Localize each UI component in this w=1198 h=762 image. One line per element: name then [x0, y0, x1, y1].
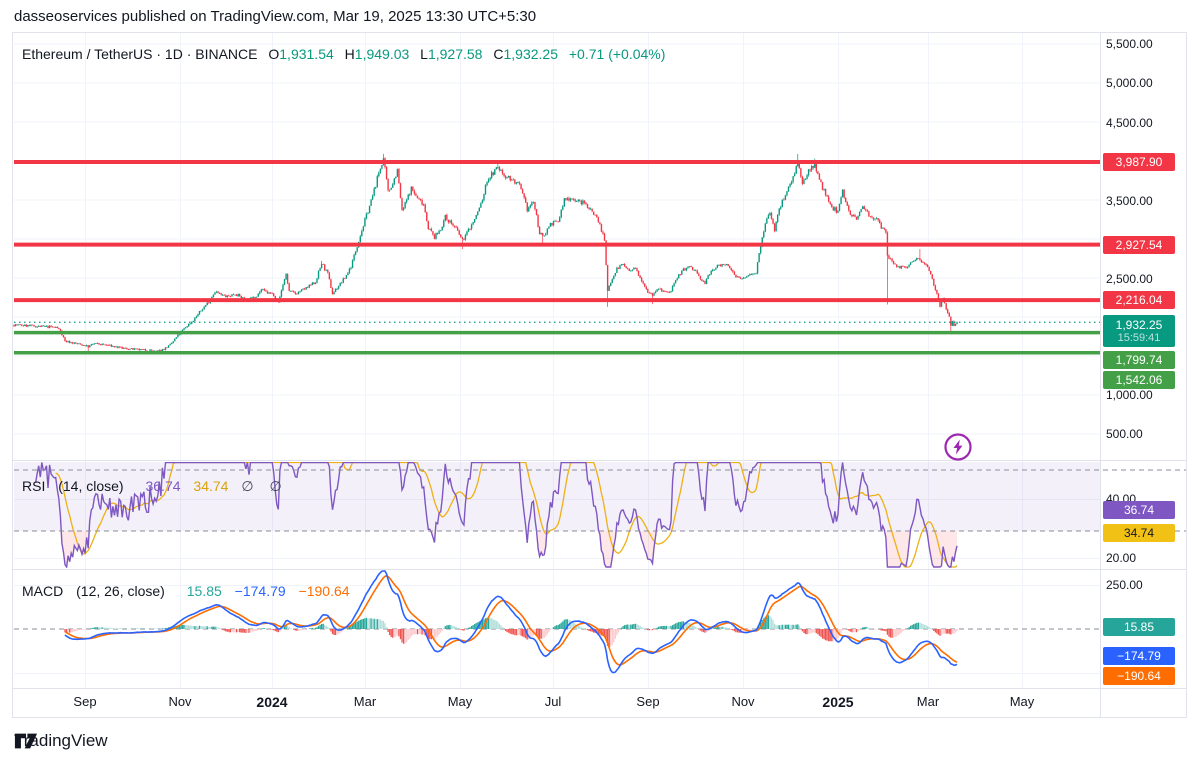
time-tick-mar-3: Mar — [353, 694, 377, 709]
macd-line-value: −174.79 — [234, 583, 286, 599]
price-badge-398790: 3,987.90 — [1103, 153, 1175, 171]
price-badge-3474: 34.74 — [1103, 524, 1175, 542]
lightning-icon — [944, 433, 972, 461]
price-badge-221604: 2,216.04 — [1103, 291, 1175, 309]
footer[interactable]: TradingView — [14, 731, 108, 751]
axis-tick: 5,500.00 — [1106, 37, 1153, 51]
tradingview-brand: TradingView — [14, 731, 108, 750]
axis-tick: 2,500.00 — [1106, 272, 1153, 286]
symbol-title: Ethereum / TetherUS · 1D · BINANCE — [22, 46, 258, 62]
rsi-legend: RSI (14, close) 36.74 34.74 ∅ ∅ — [22, 478, 297, 495]
macd-signal-value: −190.64 — [298, 583, 350, 599]
axis-tick: 250.00 — [1106, 578, 1143, 592]
axis-tick: 1,000.00 — [1106, 388, 1153, 402]
time-tick-may-10: May — [1009, 694, 1035, 709]
change-value: +0.71 (+0.04%) — [568, 46, 666, 62]
time-tick-2024-2: 2024 — [256, 694, 288, 710]
macd-legend: MACD (12, 26, close) 15.85 −174.79 −190.… — [22, 583, 359, 599]
published-title: dasseoservices published on TradingView.… — [14, 8, 537, 25]
price-badge-17479: −174.79 — [1103, 647, 1175, 665]
rsi-plot — [34, 462, 958, 568]
flash-icon-button[interactable] — [943, 432, 973, 462]
ohlc-high-label: H — [344, 46, 355, 62]
price-levels — [14, 159, 1100, 355]
price-badge-1585: 15.85 — [1103, 618, 1175, 636]
time-tick-may-4: May — [447, 694, 473, 709]
axis-tick: 20.00 — [1106, 551, 1137, 565]
tradingview-logo-icon — [14, 733, 38, 749]
axis-tick: 3,500.00 — [1106, 194, 1153, 208]
macd-hist-value: 15.85 — [186, 583, 222, 599]
time-tick-nov-1: Nov — [168, 694, 192, 709]
price-badge-179974: 1,799.74 — [1103, 351, 1175, 369]
rsi-hidden-plots: ∅ ∅ — [241, 478, 288, 494]
axis-tick: 500.00 — [1106, 427, 1143, 441]
time-tick-sep-0: Sep — [73, 694, 97, 709]
price-badge-292754: 2,927.54 — [1103, 236, 1175, 254]
time-tick-2025-8: 2025 — [822, 694, 854, 710]
macd-plot — [14, 570, 1100, 674]
ohlc-open-value: 1,931.54 — [279, 46, 334, 62]
ohlc-close-value: 1,932.25 — [503, 46, 558, 62]
macd-name: MACD (12, 26, close) — [22, 583, 165, 599]
price-badge-19064: −190.64 — [1103, 667, 1175, 685]
ohlc-low-value: 1,927.58 — [427, 46, 483, 62]
countdown-timer: 15:59:41 — [1117, 332, 1161, 344]
price-badge-154206: 1,542.06 — [1103, 371, 1175, 389]
rsi-name: RSI (14, close) — [22, 478, 124, 494]
axis-tick: 5,000.00 — [1106, 76, 1153, 90]
rsi-ma-value: 34.74 — [193, 478, 229, 494]
rsi-value: 36.74 — [145, 478, 181, 494]
symbol-legend: Ethereum / TetherUS · 1D · BINANCE O1,93… — [22, 46, 672, 62]
time-tick-jul-5: Jul — [544, 694, 562, 709]
price-badge-193225: 1,932.25 15:59:41 — [1103, 315, 1175, 347]
candlestick-series — [13, 153, 958, 354]
time-tick-sep-6: Sep — [636, 694, 660, 709]
axis-tick: 4,500.00 — [1106, 116, 1153, 130]
ohlc-low-label: L — [420, 46, 428, 62]
ohlc-high-value: 1,949.03 — [354, 46, 410, 62]
ohlc-close-label: C — [493, 46, 504, 62]
time-tick-mar-9: Mar — [916, 694, 940, 709]
ohlc-open-label: O — [268, 46, 280, 62]
time-tick-nov-7: Nov — [731, 694, 755, 709]
price-badge-3674: 36.74 — [1103, 501, 1175, 519]
